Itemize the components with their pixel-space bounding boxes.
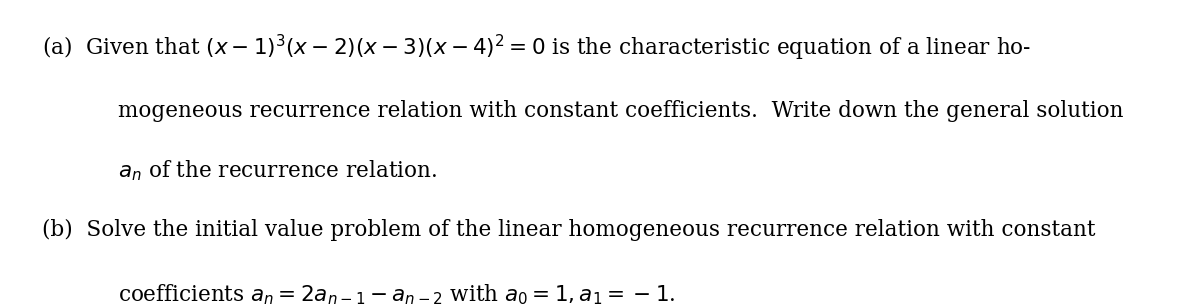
- Text: (a)  Given that $(x-1)^3(x-2)(x-3)(x-4)^2 = 0$ is the characteristic equation of: (a) Given that $(x-1)^3(x-2)(x-3)(x-4)^2…: [42, 33, 1031, 64]
- Text: coefficients $a_n = 2a_{n-1} - a_{n-2}$ with $a_0 = 1, a_1 = -1$.: coefficients $a_n = 2a_{n-1} - a_{n-2}$ …: [118, 283, 676, 307]
- Text: mogeneous recurrence relation with constant coefficients.  Write down the genera: mogeneous recurrence relation with const…: [118, 99, 1123, 122]
- Text: $a_n$ of the recurrence relation.: $a_n$ of the recurrence relation.: [118, 158, 437, 183]
- Text: (b)  Solve the initial value problem of the linear homogeneous recurrence relati: (b) Solve the initial value problem of t…: [42, 219, 1096, 241]
